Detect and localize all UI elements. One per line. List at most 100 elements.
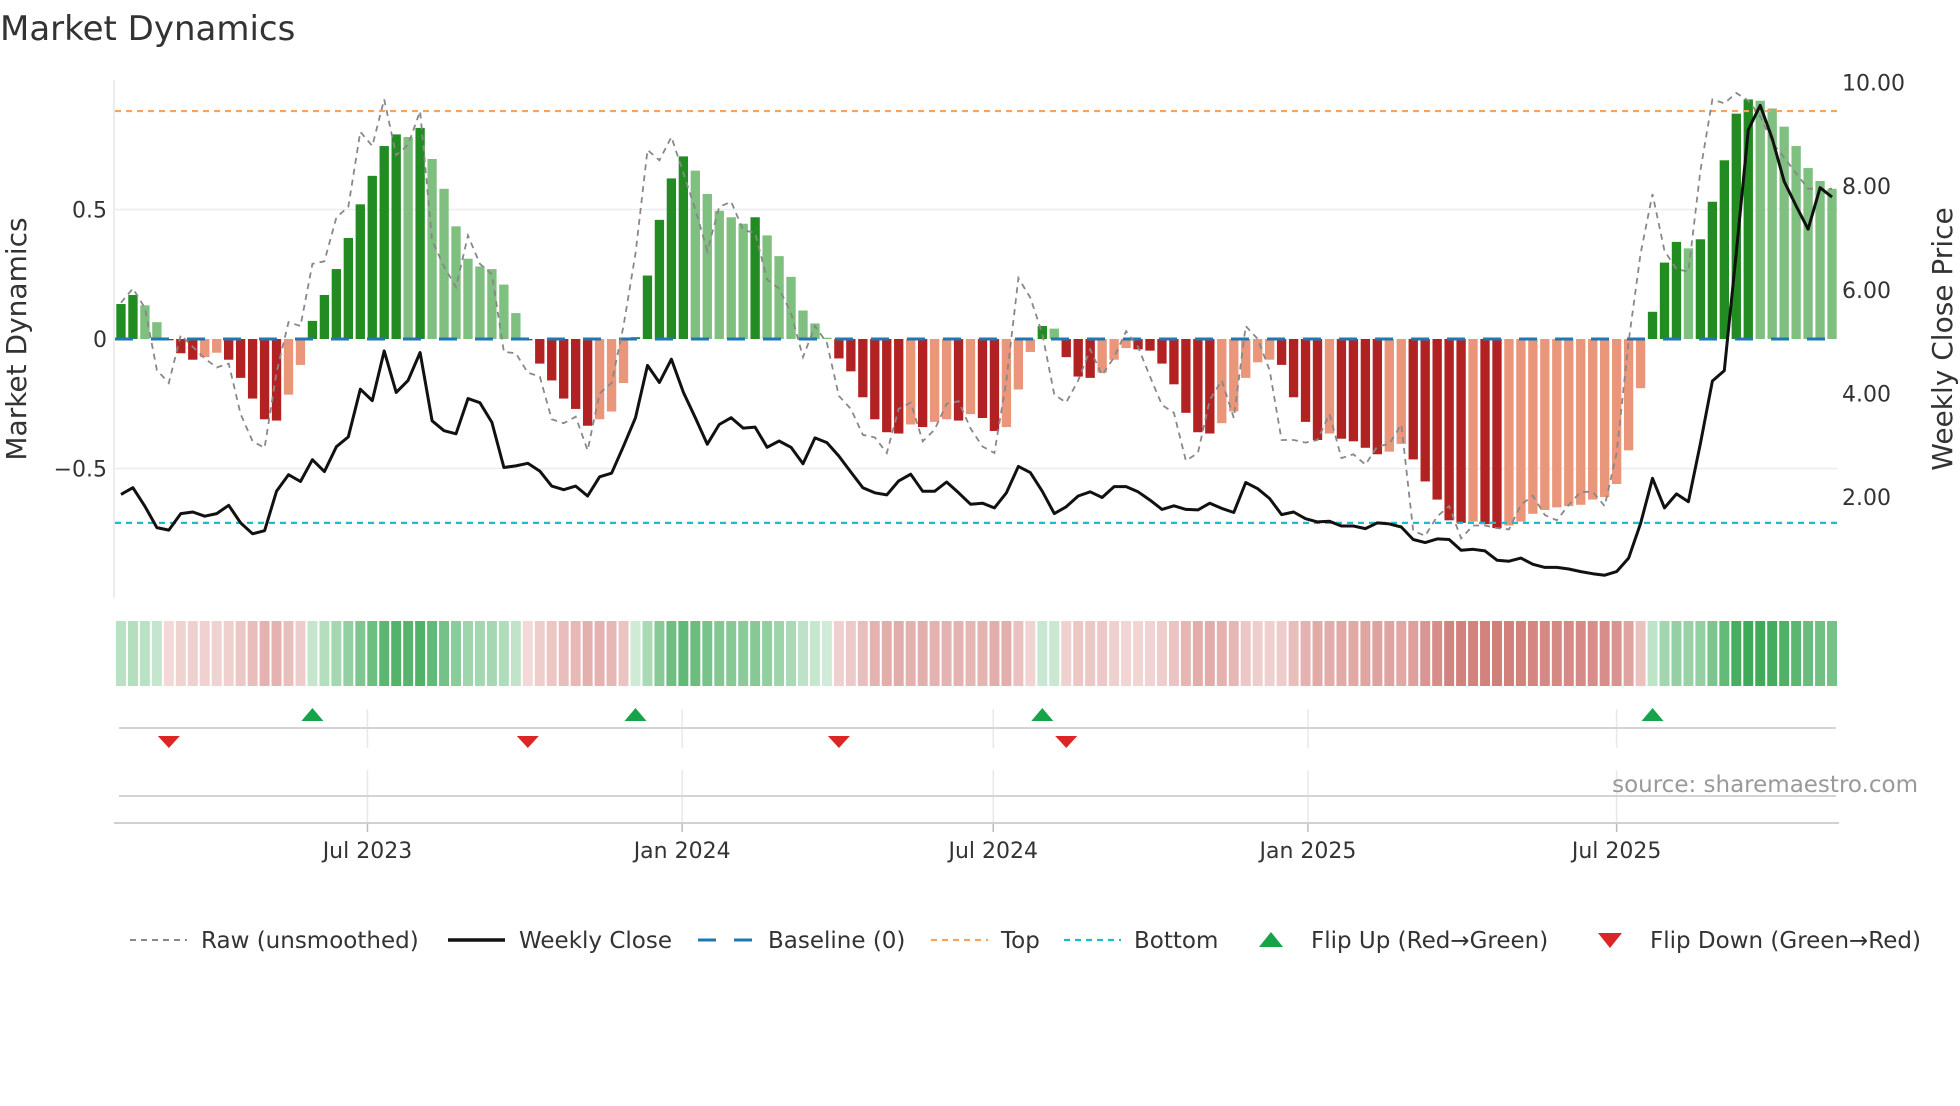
- heat-strip-cell: [1097, 621, 1108, 686]
- momentum-bar: [1420, 339, 1430, 482]
- heat-strip-cell: [1384, 621, 1395, 686]
- momentum-bar: [1647, 311, 1658, 339]
- reference-lines: [115, 109, 1838, 524]
- heat-strip-cell: [1503, 621, 1514, 686]
- momentum-bar: [929, 339, 940, 422]
- heat-strip-cell: [630, 621, 641, 686]
- momentum-bar: [1480, 339, 1490, 525]
- x-axis: Jul 2023 Jan 2024 Jul 2024 Jan 2025 Jul 2025: [114, 709, 1839, 864]
- momentum-bar: [1635, 339, 1646, 389]
- y-axis-label-left: Market Dynamics: [0, 217, 33, 460]
- chart-title: Market Dynamics: [0, 9, 295, 49]
- heat-strip-cell: [1180, 621, 1191, 686]
- legend: Raw (unsmoothed) Weekly Close Baseline (0)…: [130, 928, 1921, 954]
- momentum-bar: [1623, 339, 1634, 451]
- momentum-bar: [1205, 339, 1215, 434]
- momentum-bar: [188, 339, 198, 360]
- heat-strip-cell: [833, 621, 844, 686]
- momentum-bar: [535, 339, 545, 364]
- x-tick-label: Jul 2024: [946, 839, 1038, 864]
- heat-strip-cell: [881, 621, 892, 686]
- heat-strip-cell: [439, 621, 450, 686]
- momentum-bar: [247, 339, 258, 399]
- heat-strip-cell: [1204, 621, 1215, 686]
- momentum-bar: [1336, 339, 1347, 439]
- legend-label: Bottom: [1134, 928, 1218, 954]
- momentum-bar: [1600, 339, 1610, 497]
- heat-strip-cell: [1599, 621, 1610, 686]
- momentum-bar: [762, 235, 772, 339]
- flip-down-icon: [1598, 933, 1622, 948]
- momentum-bar: [1001, 339, 1012, 428]
- momentum-bar: [1504, 339, 1514, 526]
- momentum-bar: [475, 266, 485, 339]
- legend-label: Weekly Close: [519, 928, 672, 954]
- legend-baseline: Baseline (0): [698, 928, 905, 954]
- heat-strip-cell: [247, 621, 258, 686]
- momentum-bar: [1049, 328, 1059, 339]
- heat-strip-cell: [343, 621, 354, 686]
- momentum-bar: [1408, 339, 1418, 460]
- series-lines: [120, 91, 1833, 577]
- heat-strip-cell: [187, 621, 198, 686]
- heat-strip-cell: [690, 621, 701, 686]
- heat-strip-cell: [127, 621, 138, 686]
- momentum-bar: [726, 217, 736, 339]
- momentum-bar: [570, 339, 581, 409]
- momentum-bar: [1432, 339, 1442, 500]
- heat-strip-cell: [546, 621, 557, 686]
- momentum-bar: [403, 136, 413, 339]
- heat-strip-cell: [1216, 621, 1227, 686]
- heat-strip-cell: [1480, 621, 1491, 686]
- heat-strip-cell: [1635, 621, 1646, 686]
- x-tick-label: Jul 2023: [321, 839, 413, 864]
- heat-strip-cell: [1444, 621, 1455, 686]
- flip-down-marker: [1055, 736, 1078, 748]
- heat-strip-cell: [905, 621, 916, 686]
- heat-strip-cell: [1145, 621, 1155, 686]
- momentum-bar: [235, 339, 246, 378]
- momentum-bar: [511, 313, 521, 339]
- heat-strip-cell: [235, 621, 246, 686]
- heat-strip-cell: [379, 621, 390, 686]
- heat-strip-cell: [989, 621, 1000, 686]
- momentum-bar: [1229, 339, 1239, 412]
- heat-strip-cell: [1815, 621, 1826, 686]
- y-tick-label-right: 10.00: [1842, 72, 1905, 97]
- momentum-bar: [1085, 339, 1095, 378]
- momentum-bar: [1588, 339, 1598, 500]
- x-tick-label: Jan 2025: [1257, 839, 1356, 864]
- heat-strip-cell: [1133, 621, 1144, 686]
- heat-strip-cell: [1803, 621, 1814, 686]
- heat-strip-cell: [1013, 621, 1024, 686]
- flip-up-marker: [301, 708, 324, 721]
- heat-strip-cell: [1168, 621, 1179, 686]
- momentum-bar: [810, 323, 820, 339]
- flip-down-marker: [827, 736, 850, 748]
- heat-strip-cell: [1061, 621, 1072, 686]
- momentum-bar: [212, 339, 222, 353]
- momentum-bar: [1157, 339, 1167, 364]
- momentum-bar: [1611, 339, 1622, 485]
- heat-strip-cell: [510, 621, 521, 686]
- heat-strip-cell: [522, 621, 533, 686]
- heat-strip-cell: [1743, 621, 1754, 686]
- heat-strip-cell: [474, 621, 485, 686]
- heat-strip-cell: [786, 621, 797, 686]
- heat-strip-cell: [283, 621, 294, 686]
- momentum-bar: [1181, 339, 1191, 413]
- heat-strip-cell: [953, 621, 964, 686]
- heat-strip-cell: [199, 621, 210, 686]
- flip-up-icon: [1259, 932, 1283, 947]
- heat-strip-cell: [809, 621, 820, 686]
- momentum-bar: [319, 294, 330, 339]
- heat-strip-cell: [869, 621, 880, 686]
- heat-strip-cell: [1276, 621, 1287, 686]
- momentum-bar: [128, 294, 138, 339]
- heat-strip-cell: [1779, 621, 1790, 686]
- flip-markers: [157, 708, 1664, 748]
- momentum-bar: [1073, 339, 1083, 377]
- momentum-bar: [1444, 339, 1454, 521]
- momentum-bar: [894, 339, 904, 434]
- momentum-bar: [1779, 126, 1789, 340]
